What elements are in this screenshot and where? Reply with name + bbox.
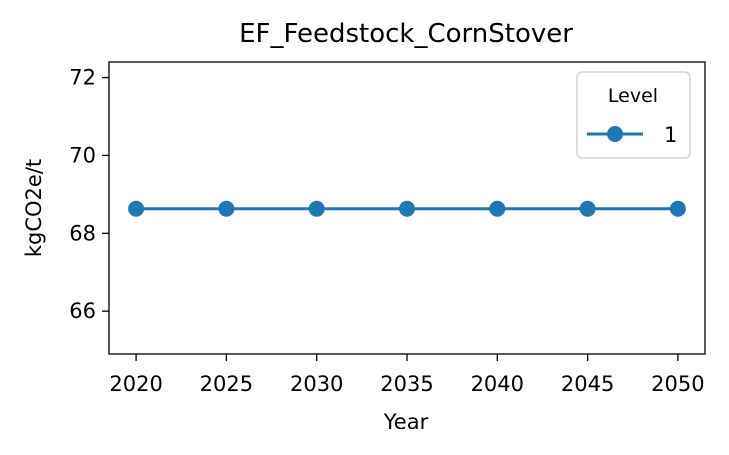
x-axis: 2020 2025 2030 2035 2040 2045 2050	[109, 354, 705, 396]
y-tick-label: 68	[69, 221, 96, 245]
y-tick-label: 70	[69, 143, 96, 167]
x-tick-label: 2025	[200, 372, 253, 396]
data-point	[669, 200, 686, 217]
legend-box	[576, 71, 691, 159]
data-point	[308, 200, 325, 217]
x-axis-label: Year	[383, 410, 429, 434]
x-tick-label: 2040	[471, 372, 524, 396]
y-tick-label: 72	[69, 66, 96, 90]
data-point	[128, 200, 145, 217]
legend: Level 1	[576, 71, 691, 159]
data-point	[399, 200, 415, 217]
chart-title: EF_Feedstock_CornStover	[239, 19, 573, 49]
legend-title: Level	[608, 85, 658, 107]
x-tick-label: 2030	[290, 372, 343, 396]
x-tick-label: 2035	[380, 372, 433, 396]
x-tick-label: 2020	[109, 372, 162, 396]
x-tick-label: 2045	[561, 372, 614, 396]
x-tick-label: 2050	[651, 372, 704, 396]
legend-marker-swatch	[607, 126, 623, 142]
data-point	[489, 200, 506, 217]
series-layer	[128, 200, 686, 217]
data-point	[579, 200, 596, 217]
y-axis: 66 68 70 72	[69, 66, 109, 323]
y-tick-label: 66	[69, 299, 96, 323]
legend-entry-label: 1	[664, 123, 677, 147]
data-point	[218, 200, 235, 217]
y-axis-label: kgCO2e/t	[22, 159, 46, 257]
